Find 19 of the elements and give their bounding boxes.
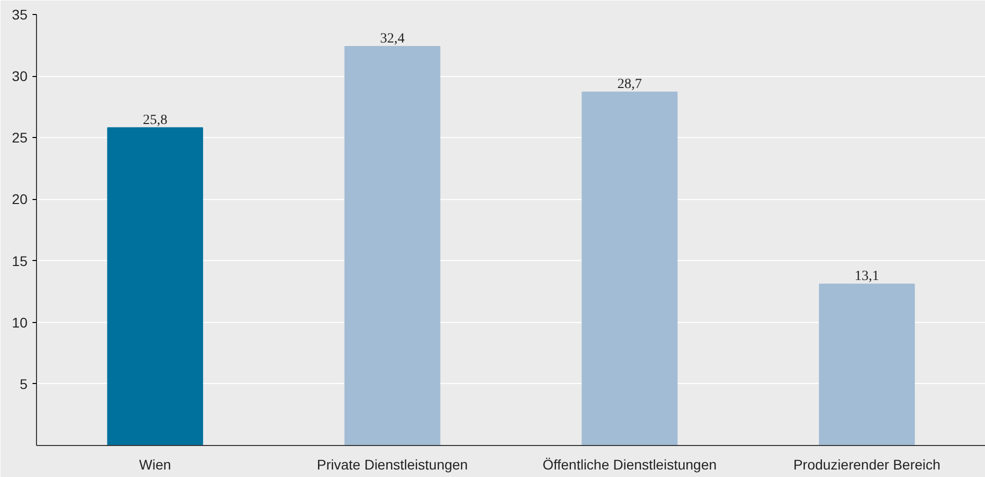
- x-tick-label: Öffentliche Dienstleistungen: [542, 456, 717, 472]
- data-label: 28,7: [617, 77, 642, 92]
- y-tick-label: 10: [12, 314, 28, 330]
- y-tick-label: 25: [12, 130, 28, 146]
- bar: [107, 127, 204, 446]
- x-tick-label: Private Dienstleistungen: [316, 456, 468, 472]
- x-tick-label: Wien: [139, 456, 172, 472]
- y-tick-label: 5: [20, 376, 28, 392]
- bar: [344, 46, 440, 446]
- data-label: 25,8: [142, 112, 168, 128]
- x-tick-label: Produzierender Bereich: [793, 456, 940, 472]
- bar: [818, 284, 915, 446]
- y-tick-label: 30: [12, 68, 28, 84]
- data-label: 13,1: [854, 269, 880, 284]
- bar: [582, 92, 678, 446]
- y-tick-label: 20: [12, 191, 28, 208]
- y-tick-label: 35: [12, 6, 28, 22]
- data-label: 32,4: [380, 32, 405, 47]
- y-tick-label: 15: [12, 252, 28, 269]
